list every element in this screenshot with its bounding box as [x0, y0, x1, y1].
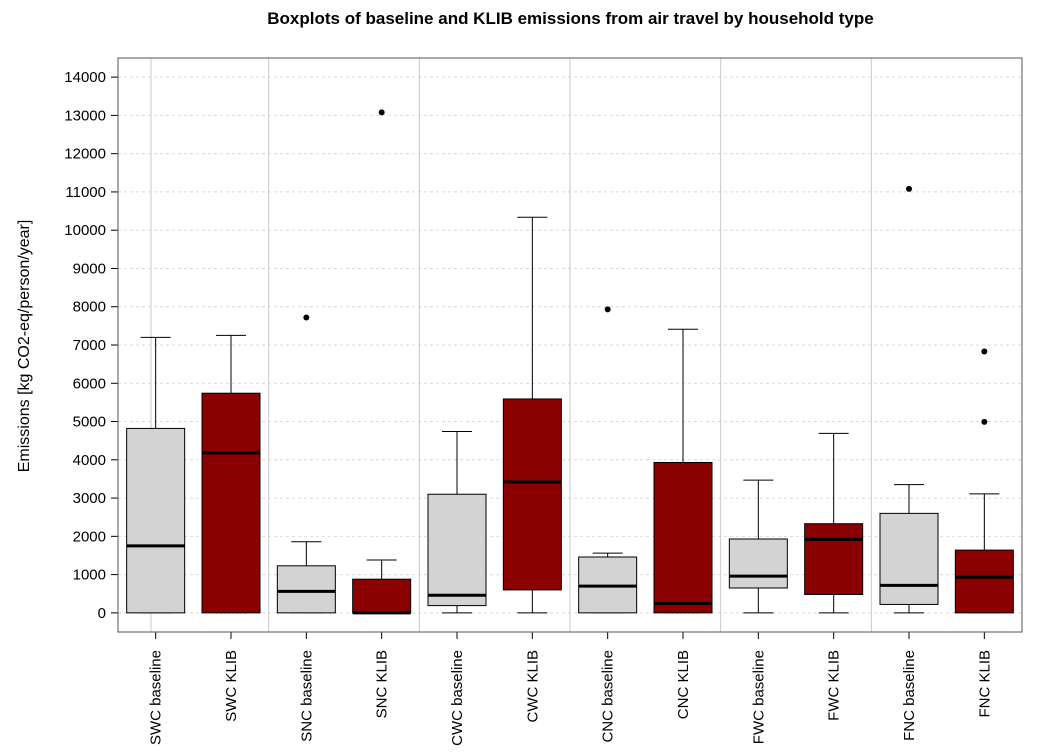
y-tick-label: 1000 [73, 567, 106, 584]
boxes-layer [126, 109, 1014, 615]
y-tick-label: 10000 [64, 222, 106, 239]
box-cwc-klib [502, 216, 562, 614]
box-rect [126, 427, 186, 614]
y-tick-label: 5000 [73, 414, 106, 431]
outlier-point [378, 109, 385, 116]
y-tick-label: 12000 [64, 146, 106, 163]
x-tick-label: SWC baseline [148, 650, 165, 745]
x-tick-label: CNC baseline [600, 650, 617, 743]
y-tick-label: 4000 [73, 452, 106, 469]
outlier-point [303, 314, 310, 321]
x-tick-label: FNC baseline [901, 650, 918, 741]
box-rect [352, 578, 412, 614]
box-cnc-baseline [578, 306, 638, 614]
box-cwc-baseline [427, 430, 487, 614]
box-snc-klib [352, 109, 412, 615]
box-cnc-klib [653, 328, 713, 614]
box-fwc-klib [804, 432, 864, 614]
box-rect [653, 461, 713, 614]
box-fwc-baseline [728, 479, 788, 614]
chart-title: Boxplots of baseline and KLIB emissions … [267, 9, 874, 28]
box-snc-baseline [276, 314, 336, 614]
x-tick-label: SNC baseline [298, 650, 315, 742]
box-rect [728, 538, 788, 589]
box-rect [427, 493, 487, 607]
plot-border [117, 57, 1023, 633]
box-swc-baseline [126, 336, 186, 614]
x-tick-label: SWC KLIB [223, 650, 240, 722]
x-tick-label: FWC KLIB [826, 650, 843, 721]
y-tick-label: 2000 [73, 528, 106, 545]
y-tick-label: 0 [98, 605, 106, 622]
box-fnc-klib [954, 348, 1014, 614]
box-rect [879, 512, 939, 605]
outlier-point [981, 418, 988, 425]
x-tick-label: CWC baseline [449, 650, 466, 746]
y-tick-label: 13000 [64, 107, 106, 124]
outlier-point [906, 185, 912, 192]
y-tick-label: 14000 [64, 69, 106, 86]
outlier-point [604, 306, 611, 313]
box-fnc-baseline [879, 185, 939, 614]
x-tick-label: CNC KLIB [675, 650, 692, 719]
y-tick-label: 9000 [73, 260, 106, 277]
y-tick-label: 8000 [73, 299, 106, 316]
y-tick-label: 11000 [65, 184, 106, 201]
outlier-point [981, 348, 988, 355]
x-tick-label: SNC KLIB [374, 650, 391, 718]
x-tick-label: FNC KLIB [976, 650, 993, 718]
axes-layer: 0 1000 2000 3000 4000 5000 6000 7000 8000 9000 100… [64, 57, 1023, 746]
box-swc-klib [201, 334, 261, 614]
box-rect [954, 549, 1014, 614]
y-tick-label: 7000 [73, 337, 106, 354]
x-tick-label: CWC KLIB [524, 650, 541, 723]
y-tick-label: 3000 [73, 490, 106, 507]
box-rect [502, 398, 562, 591]
y-tick-label: 6000 [73, 375, 106, 392]
x-tick-label: FWC baseline [750, 650, 767, 744]
box-rect [804, 523, 864, 595]
box-rect [276, 565, 336, 614]
box-rect [201, 392, 261, 614]
